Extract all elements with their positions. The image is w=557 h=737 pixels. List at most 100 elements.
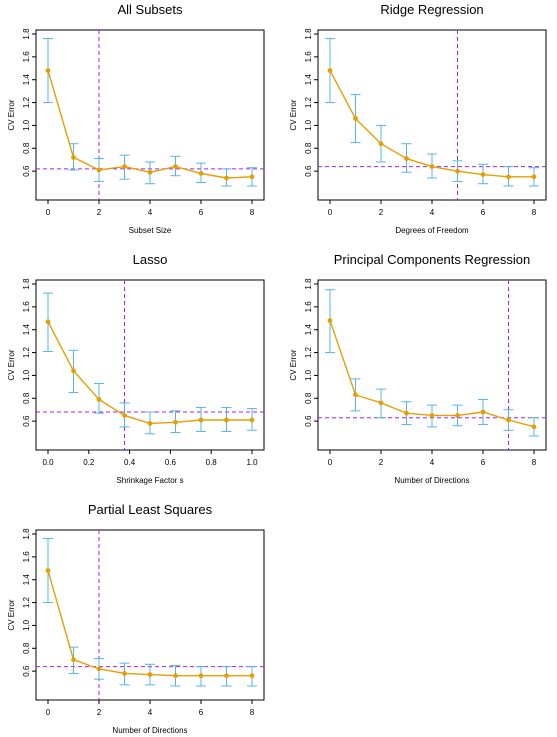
x-tick-label: 0.4 xyxy=(124,458,136,467)
x-tick-label: 0 xyxy=(328,208,333,217)
series-line xyxy=(47,321,252,425)
data-point xyxy=(455,168,460,174)
data-point xyxy=(480,409,486,415)
data-point xyxy=(71,155,76,160)
chart-panel: Partial Least Squares 0.6 0.8 1.0 1.2 1.4 1.6 1… xyxy=(7,502,265,735)
x-axis-label: Number of Directions xyxy=(112,726,187,735)
data-point xyxy=(455,413,460,418)
data-point xyxy=(224,175,229,181)
data-point xyxy=(224,673,229,679)
data-point xyxy=(122,164,127,169)
data-point xyxy=(147,169,153,175)
chart-panel: Principal Components Regression 0.6 0.8 1.0… xyxy=(289,252,547,485)
x-tick-label: 8 xyxy=(532,458,537,467)
x-tick-label: 6 xyxy=(199,708,204,717)
x-tick-label: 4 xyxy=(430,458,435,467)
y-tick-label: 1.2 xyxy=(304,346,313,358)
y-tick-label: 1.4 xyxy=(22,574,31,586)
x-tick-label: 4 xyxy=(148,208,153,217)
data-point xyxy=(378,141,384,147)
y-tick-label: 1.6 xyxy=(22,301,31,313)
data-point xyxy=(45,319,51,325)
x-tick-label: 2 xyxy=(379,458,384,467)
chart-title: Principal Components Regression xyxy=(334,252,531,267)
chart-title: Partial Least Squares xyxy=(88,502,213,517)
series-line xyxy=(47,570,252,677)
y-tick-label: 0.8 xyxy=(22,392,31,404)
data-point xyxy=(249,417,255,423)
x-tick-label: 2 xyxy=(97,708,102,717)
x-tick-label: 4 xyxy=(148,708,153,717)
x-tick-label: 6 xyxy=(199,208,204,217)
data-point xyxy=(173,419,178,425)
y-tick-label: 0.8 xyxy=(22,642,31,654)
x-tick-label: 8 xyxy=(532,208,537,217)
data-point xyxy=(45,68,51,73)
chart-panel: Lasso 0.6 0.8 1.0 1.2 1.4 1.6 1.8 0.0 0.2 0.4 0.6 0.… xyxy=(7,252,265,485)
data-point xyxy=(45,568,51,573)
data-point xyxy=(147,672,153,677)
y-tick-label: 0.8 xyxy=(304,392,313,404)
y-tick-label: 1.8 xyxy=(304,28,313,40)
y-tick-label: 1.4 xyxy=(22,74,31,86)
y-tick-label: 0.8 xyxy=(22,142,31,154)
data-point xyxy=(353,392,358,398)
y-tick-label: 1.2 xyxy=(304,96,313,108)
data-point xyxy=(429,413,435,418)
data-point xyxy=(404,410,409,416)
data-point xyxy=(249,174,255,180)
x-tick-label: 8 xyxy=(250,208,255,217)
y-tick-label: 1.2 xyxy=(22,346,31,358)
x-tick-label: 2 xyxy=(97,208,102,217)
data-point xyxy=(173,673,178,679)
data-point xyxy=(122,413,127,418)
x-tick-label: 0.2 xyxy=(83,458,95,467)
data-point xyxy=(71,368,76,374)
y-tick-label: 1.8 xyxy=(22,528,31,540)
y-tick-label: 0.6 xyxy=(304,165,313,177)
data-point xyxy=(429,164,435,169)
chart-panel: All Subsets 0.6 0.8 1.0 1.2 1.4 1.6 1.8 0 2 4 6 8 Sub… xyxy=(7,2,265,235)
x-axis-label: Degrees of Freedom xyxy=(395,226,469,235)
chart-panel: Ridge Regression 0.6 0.8 1.0 1.2 1.4 1.6 1.8 0 2 4… xyxy=(289,2,547,235)
y-tick-label: 1.4 xyxy=(304,74,313,86)
y-tick-label: 1.6 xyxy=(304,51,313,63)
y-axis-label: CV Error xyxy=(7,599,16,630)
data-point xyxy=(404,156,409,161)
data-point xyxy=(96,397,102,402)
x-tick-label: 0.6 xyxy=(165,458,177,467)
x-tick-label: 0.8 xyxy=(206,458,218,467)
data-point xyxy=(506,417,511,423)
y-axis-label: CV Error xyxy=(289,99,298,130)
y-tick-label: 1.6 xyxy=(22,51,31,63)
y-tick-label: 1.6 xyxy=(304,301,313,313)
x-tick-label: 8 xyxy=(250,708,255,717)
plot-frame xyxy=(35,279,265,451)
x-tick-label: 6 xyxy=(481,208,486,217)
data-point xyxy=(173,164,178,169)
y-tick-label: 1.0 xyxy=(22,619,31,631)
y-tick-label: 1.0 xyxy=(22,119,31,131)
data-point xyxy=(147,421,153,426)
y-tick-label: 1.0 xyxy=(22,369,31,381)
y-tick-label: 1.4 xyxy=(304,324,313,336)
y-tick-label: 1.8 xyxy=(304,278,313,290)
data-point xyxy=(327,318,333,323)
data-point xyxy=(198,417,204,423)
data-point xyxy=(353,116,358,121)
y-tick-label: 1.8 xyxy=(22,28,31,40)
x-axis-label: Shrinkage Factor s xyxy=(116,476,183,485)
data-point xyxy=(506,174,511,180)
y-tick-label: 1.0 xyxy=(304,369,313,381)
y-tick-label: 0.6 xyxy=(22,415,31,427)
data-point xyxy=(198,673,204,679)
data-point xyxy=(531,174,537,180)
x-axis-label: Number of Directions xyxy=(394,476,469,485)
x-tick-label: 0 xyxy=(46,208,51,217)
x-tick-label: 0 xyxy=(328,458,333,467)
y-axis-label: CV Error xyxy=(289,349,298,380)
data-point xyxy=(96,167,102,173)
x-tick-label: 0.0 xyxy=(42,458,54,467)
data-point xyxy=(224,417,229,423)
